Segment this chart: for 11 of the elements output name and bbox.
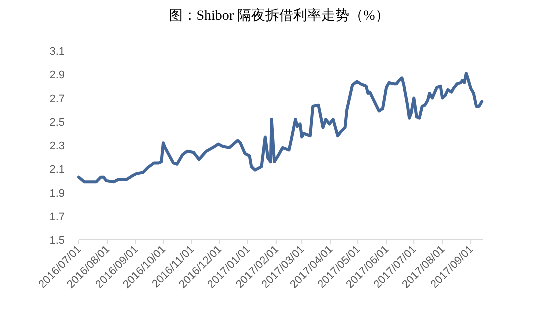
chart-title: 图：Shibor 隔夜拆借利率走势（%） xyxy=(168,8,390,24)
y-tick-label: 1.9 xyxy=(50,188,65,200)
y-tick-label: 2.5 xyxy=(50,116,65,129)
y-tick-label: 2.7 xyxy=(50,93,65,106)
line-series xyxy=(78,72,484,184)
y-tick-label: 3.1 xyxy=(50,46,65,58)
y-tick-label: 1.7 xyxy=(50,211,65,224)
y-tick-label: 1.5 xyxy=(50,235,65,247)
y-tick-label: 2.3 xyxy=(50,140,65,152)
y-tick-label: 2.1 xyxy=(50,164,65,176)
y-tick-label: 2.9 xyxy=(50,70,65,82)
